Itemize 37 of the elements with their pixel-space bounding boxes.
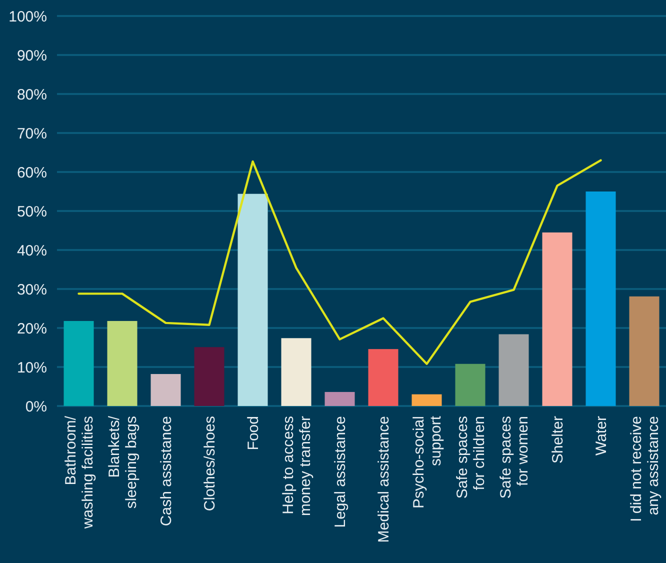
line-series: [78, 159, 602, 365]
y-tick-label: 20%: [16, 320, 47, 338]
bar: [412, 394, 442, 406]
y-tick-label: 100%: [8, 8, 47, 26]
bar: [107, 320, 138, 406]
x-tick-label: Food: [244, 416, 262, 450]
bar: [498, 334, 529, 406]
bar: [542, 232, 572, 406]
y-tick-label: 90%: [16, 47, 47, 64]
x-tick-label: I did not receive any assistance: [628, 416, 662, 522]
x-tick-label: Shelter: [549, 416, 566, 464]
bar: [455, 364, 486, 406]
x-tick-label: Clothes/shoes: [201, 416, 218, 512]
bar: [194, 347, 224, 406]
bar: [368, 349, 398, 406]
x-tick-label: Bathroom/ washing facilities: [62, 415, 96, 530]
bar: [281, 338, 312, 406]
bar: [586, 192, 616, 406]
y-tick-label: 40%: [16, 242, 47, 260]
x-tick-label: Medical assistance: [375, 416, 392, 543]
y-tick-label: 60%: [16, 164, 47, 182]
x-tick-label: Water: [592, 416, 610, 456]
y-tick-label: 10%: [16, 359, 47, 376]
x-tick-label: Help to access money transfer: [280, 416, 314, 516]
bar: [324, 392, 355, 406]
y-tick-label: 70%: [16, 125, 47, 142]
bar: [64, 320, 94, 406]
bar: [150, 374, 181, 406]
bar: [629, 296, 660, 406]
y-tick-label: 30%: [16, 281, 47, 298]
x-tick-label: Legal assistance: [332, 416, 349, 528]
y-tick-label: 80%: [16, 86, 47, 104]
y-tick-label: 0%: [25, 398, 47, 416]
x-tick-label: Psycho-social support: [410, 415, 444, 509]
bar: [238, 194, 268, 406]
x-tick-label: Cash assistance: [158, 416, 175, 526]
y-tick-label: 50%: [16, 203, 47, 220]
